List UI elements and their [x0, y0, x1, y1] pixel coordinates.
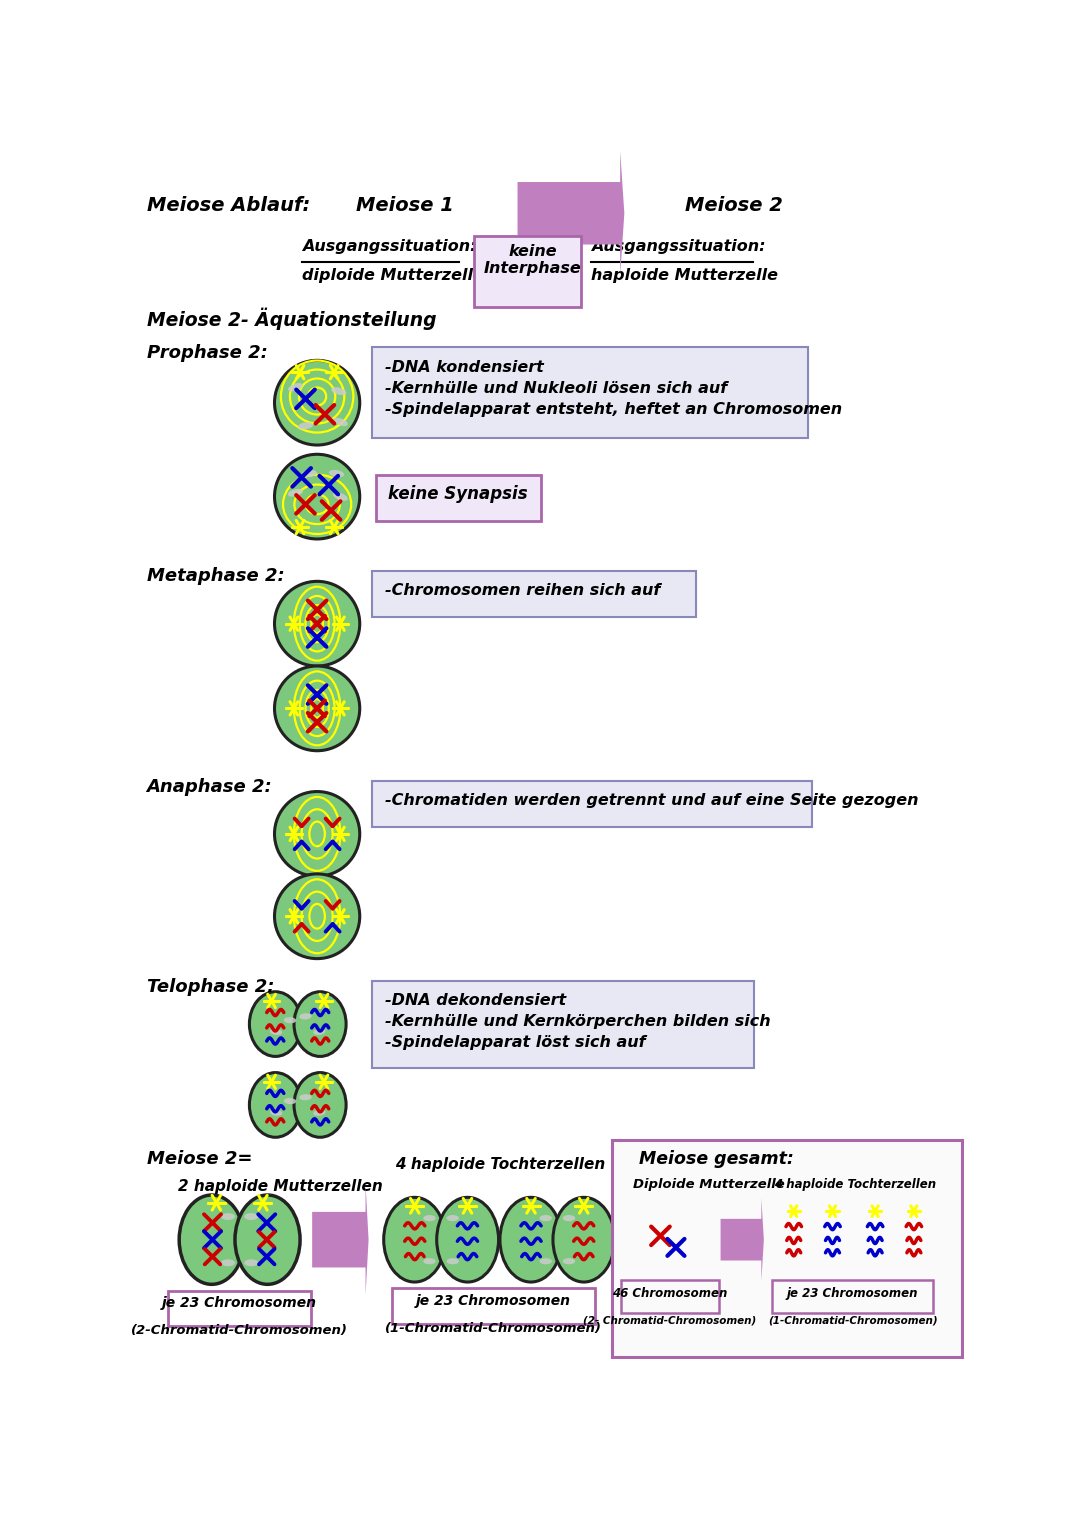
FancyBboxPatch shape [611, 1139, 962, 1356]
Text: Meiose 1: Meiose 1 [356, 197, 454, 215]
Ellipse shape [649, 1255, 662, 1261]
FancyBboxPatch shape [373, 347, 809, 438]
Ellipse shape [891, 1205, 936, 1266]
Text: Ausgangssituation:: Ausgangssituation: [301, 238, 476, 253]
Ellipse shape [301, 470, 318, 476]
Text: (1-Chromatid-Chromosomen): (1-Chromatid-Chromosomen) [768, 1315, 937, 1325]
Ellipse shape [288, 383, 302, 391]
Ellipse shape [274, 582, 360, 666]
Ellipse shape [274, 360, 360, 444]
Ellipse shape [294, 991, 346, 1057]
Ellipse shape [299, 1095, 312, 1101]
Ellipse shape [423, 1258, 435, 1264]
Text: Ausgangssituation:: Ausgangssituation: [591, 238, 766, 253]
Ellipse shape [500, 1197, 562, 1283]
FancyBboxPatch shape [376, 475, 541, 521]
Text: 4 haploide Tochterzellen: 4 haploide Tochterzellen [394, 1157, 605, 1173]
Ellipse shape [563, 1258, 576, 1264]
Text: 4 haploide Tochterzellen: 4 haploide Tochterzellen [774, 1177, 936, 1191]
Text: Meiose Ablauf:: Meiose Ablauf: [147, 197, 310, 215]
Ellipse shape [270, 1110, 282, 1116]
Ellipse shape [553, 1197, 615, 1283]
Text: Metaphase 2:: Metaphase 2: [147, 568, 284, 585]
Ellipse shape [446, 1215, 459, 1222]
Ellipse shape [328, 470, 345, 478]
Text: haploide Mutterzelle: haploide Mutterzelle [591, 267, 778, 282]
Text: Meiose 2=: Meiose 2= [147, 1150, 252, 1168]
Text: keine
Interphase: keine Interphase [484, 244, 581, 276]
Ellipse shape [332, 388, 347, 395]
Ellipse shape [563, 1215, 576, 1222]
Ellipse shape [221, 1212, 235, 1220]
Ellipse shape [284, 1098, 296, 1104]
Ellipse shape [284, 1017, 296, 1023]
Ellipse shape [810, 1205, 855, 1266]
Ellipse shape [313, 1029, 325, 1035]
Text: 2 haploide Mutterzellen: 2 haploide Mutterzellen [177, 1179, 382, 1194]
Text: Prophase 2:: Prophase 2: [147, 344, 268, 362]
Ellipse shape [540, 1215, 552, 1222]
Text: Meiose 2- Äquationsteilung: Meiose 2- Äquationsteilung [147, 308, 436, 330]
Ellipse shape [333, 492, 348, 501]
Ellipse shape [249, 991, 301, 1057]
Ellipse shape [249, 1072, 301, 1138]
Text: (2- Chromatid-Chromosomen): (2- Chromatid-Chromosomen) [583, 1315, 756, 1325]
Ellipse shape [288, 489, 303, 496]
Text: (1-Chromatid-Chromosomen): (1-Chromatid-Chromosomen) [384, 1322, 602, 1335]
Text: Anaphase 2:: Anaphase 2: [147, 777, 272, 796]
Text: Diploide Mutterzelle: Diploide Mutterzelle [633, 1177, 784, 1191]
Ellipse shape [179, 1196, 244, 1284]
Ellipse shape [683, 1225, 696, 1231]
Ellipse shape [333, 418, 348, 426]
Ellipse shape [244, 1212, 258, 1220]
Ellipse shape [852, 1205, 897, 1266]
Text: keine Synapsis: keine Synapsis [389, 486, 528, 502]
Text: -Chromatiden werden getrennt und auf eine Seite gezogen: -Chromatiden werden getrennt und auf ein… [384, 793, 918, 808]
Ellipse shape [274, 791, 360, 876]
Ellipse shape [446, 1258, 459, 1264]
Ellipse shape [274, 666, 360, 751]
Ellipse shape [631, 1202, 708, 1278]
Ellipse shape [235, 1196, 300, 1284]
Ellipse shape [274, 873, 360, 959]
Ellipse shape [244, 1260, 258, 1266]
Ellipse shape [771, 1205, 816, 1266]
FancyBboxPatch shape [373, 571, 697, 617]
Ellipse shape [313, 1110, 325, 1116]
Text: Meiose gesamt:: Meiose gesamt: [638, 1150, 794, 1168]
Ellipse shape [294, 1072, 346, 1138]
FancyBboxPatch shape [373, 980, 754, 1067]
Ellipse shape [221, 1260, 235, 1266]
Ellipse shape [274, 454, 360, 539]
Ellipse shape [540, 1258, 552, 1264]
Ellipse shape [270, 1029, 282, 1035]
Text: -DNA dekondensiert
-Kernhülle und Kernkörperchen bilden sich
-Spindelapparat lös: -DNA dekondensiert -Kernhülle und Kernkö… [384, 993, 770, 1051]
Text: Meiose 2: Meiose 2 [685, 197, 783, 215]
Ellipse shape [646, 1225, 659, 1231]
Text: je 23 Chromosomen: je 23 Chromosomen [162, 1296, 318, 1310]
Ellipse shape [436, 1197, 499, 1283]
Text: -Chromosomen reihen sich auf: -Chromosomen reihen sich auf [384, 583, 660, 599]
Text: Telophase 2:: Telophase 2: [147, 977, 274, 996]
Ellipse shape [299, 1014, 312, 1020]
Ellipse shape [423, 1215, 435, 1222]
FancyBboxPatch shape [474, 235, 581, 307]
Text: diploide Mutterzelle: diploide Mutterzelle [301, 267, 484, 282]
Text: 46 Chromosomen: 46 Chromosomen [612, 1287, 728, 1301]
Ellipse shape [383, 1197, 446, 1283]
Ellipse shape [680, 1252, 693, 1258]
Text: je 23 Chromosomen: je 23 Chromosomen [416, 1293, 570, 1307]
FancyBboxPatch shape [373, 780, 812, 828]
Text: -DNA kondensiert
-Kernhülle und Nukleoli lösen sich auf
-Spindelapparat entsteht: -DNA kondensiert -Kernhülle und Nukleoli… [384, 359, 841, 417]
Ellipse shape [298, 421, 313, 429]
Text: (2-Chromatid-Chromosomen): (2-Chromatid-Chromosomen) [131, 1324, 348, 1338]
Text: je 23 Chromosomen: je 23 Chromosomen [787, 1287, 918, 1301]
